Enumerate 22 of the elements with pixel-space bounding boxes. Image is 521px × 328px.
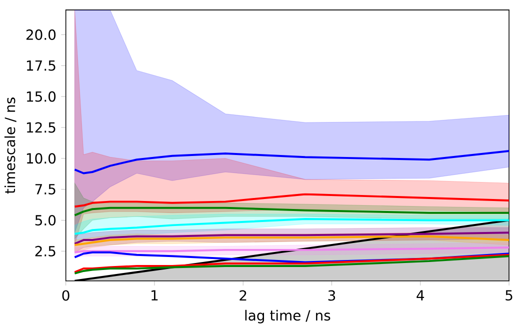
x-tick-label: 5 — [506, 290, 512, 301]
y-tick-label: 12.5 — [26, 122, 56, 133]
y-tick-label: 5.0 — [35, 215, 56, 226]
x-axis-title: lag time / ns — [245, 310, 330, 324]
y-tick-label: 7.5 — [35, 184, 56, 195]
y-tick-label: 10.0 — [26, 153, 56, 164]
line-series — [74, 193, 510, 208]
y-tick-label: 17.5 — [26, 60, 56, 71]
x-tick-label: 2 — [240, 290, 246, 301]
y-tick-label: 20.0 — [26, 30, 56, 40]
line-series — [74, 252, 510, 264]
x-tick-label: 4 — [416, 290, 424, 300]
line-series — [74, 235, 510, 246]
x-tick-label: 0 — [62, 290, 70, 301]
x-tick-label: 3 — [328, 290, 336, 301]
line-series — [74, 232, 510, 245]
x-tick-label: 1 — [152, 290, 158, 300]
line-series — [74, 150, 510, 174]
line-series — [74, 218, 510, 235]
y-tick-label: 15.0 — [26, 91, 56, 102]
y-tick-label: 2.5 — [35, 246, 56, 257]
y-axis-title: timescale / ns — [4, 98, 16, 194]
